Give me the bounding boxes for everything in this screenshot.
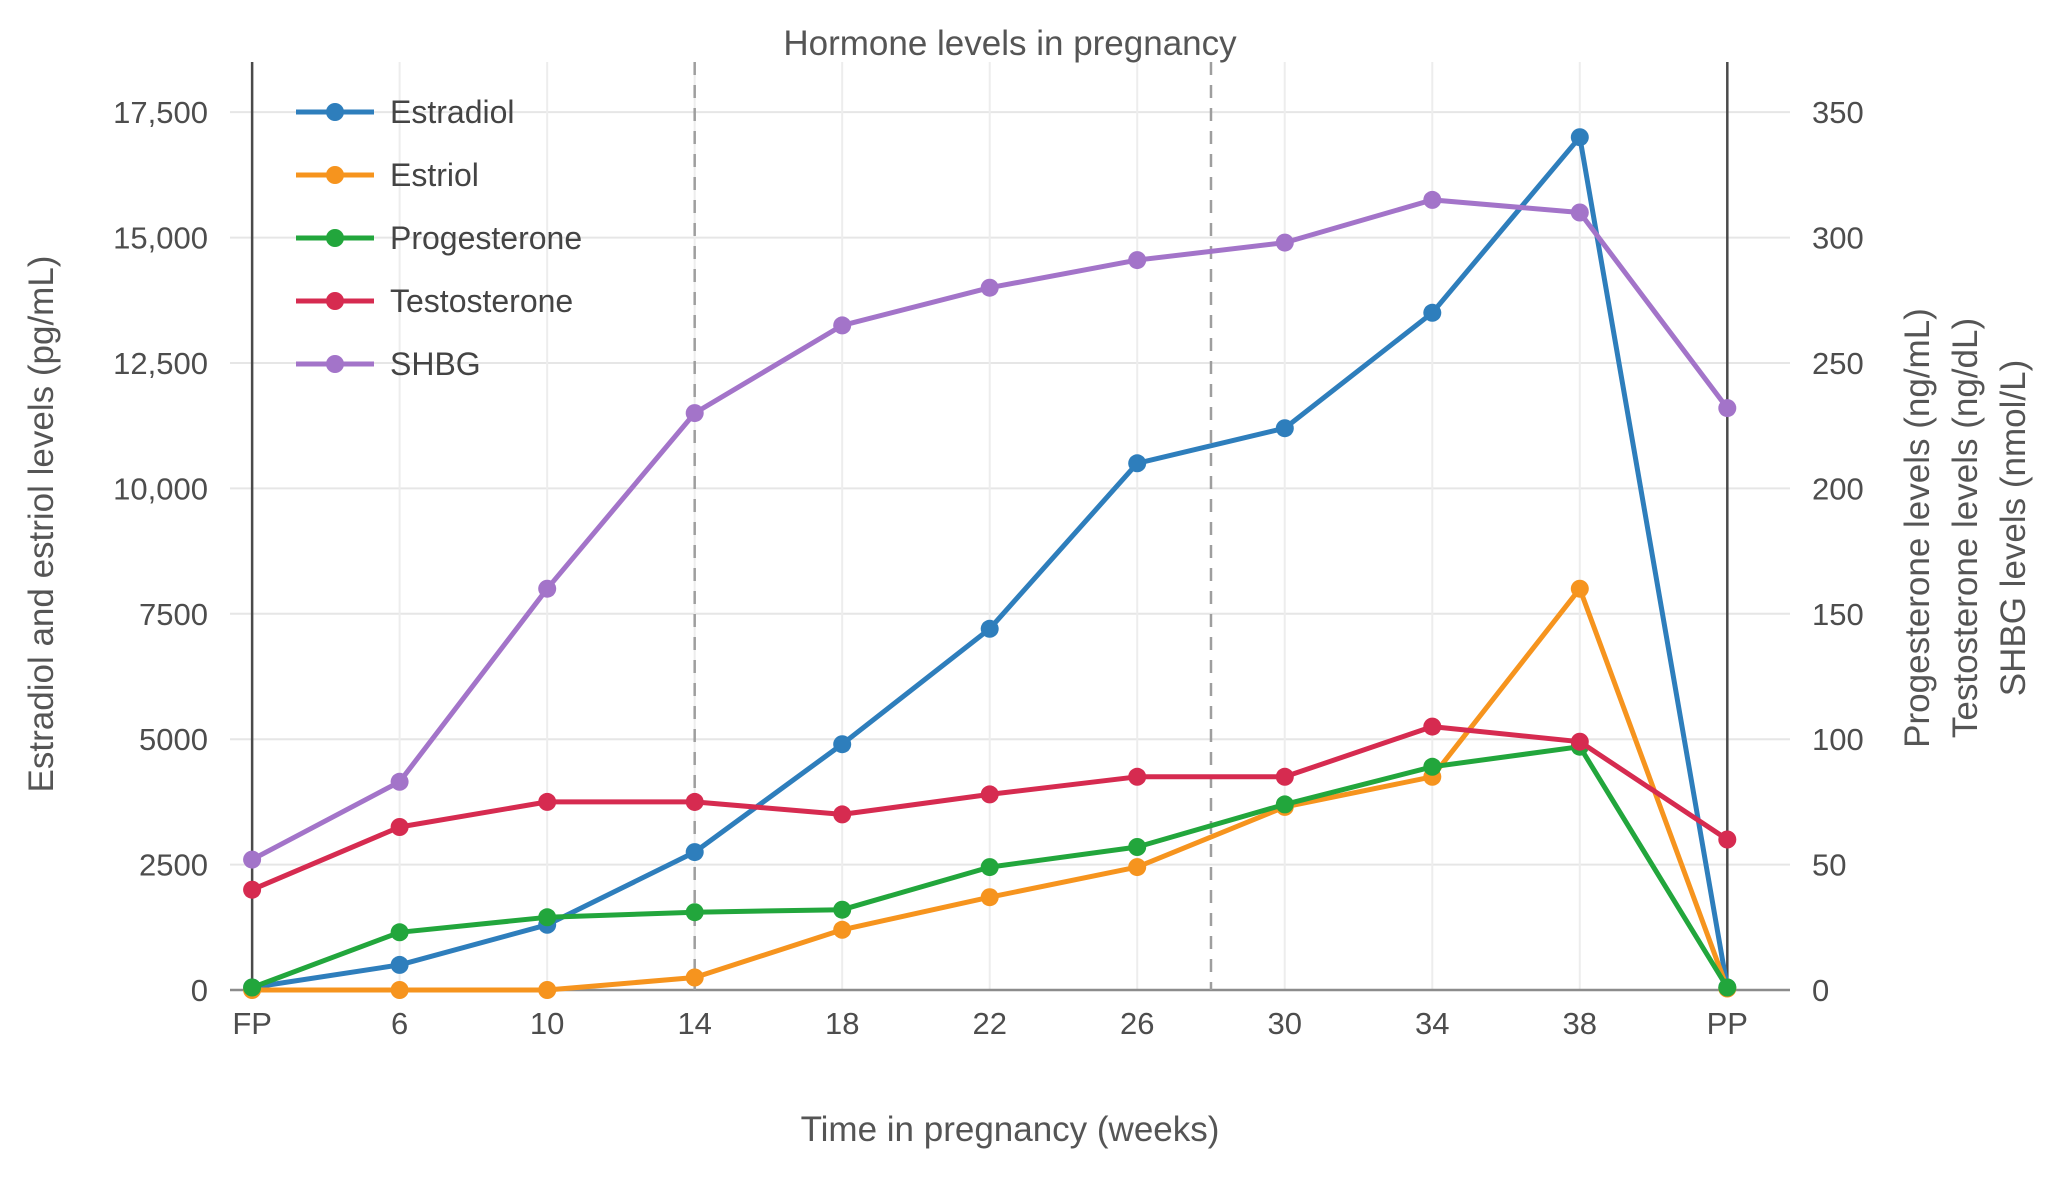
point-testosterone-30[interactable] <box>1275 767 1294 786</box>
legend-marker-testosterone <box>326 292 344 310</box>
point-estriol-26[interactable] <box>1128 858 1147 877</box>
point-progesterone-30[interactable] <box>1275 795 1294 814</box>
x-axis-tick: 22 <box>972 1006 1006 1041</box>
left-axis-tick: 2500 <box>139 848 208 883</box>
point-progesterone-pp[interactable] <box>1718 978 1737 997</box>
point-testosterone-fp[interactable] <box>243 880 262 899</box>
left-axis-tick: 0 <box>191 973 208 1008</box>
point-progesterone-18[interactable] <box>833 900 852 919</box>
right-axis-title-shbg: SHBG levels (nmol/L) <box>1994 359 2033 697</box>
point-estriol-22[interactable] <box>980 888 999 907</box>
point-shbg-30[interactable] <box>1275 233 1294 252</box>
point-estriol-14[interactable] <box>685 968 704 987</box>
x-axis-tick: 18 <box>825 1006 859 1041</box>
x-axis-tick: 10 <box>530 1006 564 1041</box>
left-axis-tick: 5000 <box>139 722 208 757</box>
chart-title: Hormone levels in pregnancy <box>783 24 1237 63</box>
right-axis-tick: 350 <box>1812 95 1864 130</box>
legend-label-estradiol: Estradiol <box>390 94 515 130</box>
x-axis-tick: 26 <box>1120 1006 1154 1041</box>
point-progesterone-22[interactable] <box>980 858 999 877</box>
right-axis-title-testosterone: Testosterone levels (ng/dL) <box>1946 317 1985 739</box>
point-progesterone-26[interactable] <box>1128 838 1147 856</box>
point-estradiol-14[interactable] <box>685 843 704 862</box>
right-axis-tick: 50 <box>1812 848 1846 883</box>
point-estriol-38[interactable] <box>1570 579 1589 598</box>
point-estriol-10[interactable] <box>538 981 557 999</box>
right-axis-tick: 250 <box>1812 346 1864 381</box>
point-testosterone-18[interactable] <box>833 805 852 824</box>
legend-label-testosterone: Testosterone <box>390 283 573 319</box>
legend: Estradiol Estriol Progesterone Testosterone… <box>296 94 582 382</box>
right-axis-tick: 100 <box>1812 722 1864 757</box>
point-shbg-38[interactable] <box>1570 203 1589 222</box>
legend-marker-estriol <box>326 166 344 184</box>
left-axis-tick: 12,500 <box>113 346 208 381</box>
left-axis-title: Estradiol and estriol levels (pg/mL) <box>22 255 61 793</box>
left-axis-tick: 15,000 <box>113 221 208 256</box>
point-progesterone-fp[interactable] <box>243 978 262 997</box>
x-axis-title: Time in pregnancy (weeks) <box>800 1110 1220 1149</box>
point-progesterone-10[interactable] <box>538 908 557 927</box>
legend-item-shbg[interactable]: SHBG <box>296 346 481 382</box>
legend-marker-shbg <box>326 355 344 373</box>
x-axis-tick: PP <box>1707 1006 1748 1041</box>
point-testosterone-38[interactable] <box>1570 732 1589 751</box>
point-estradiol-30[interactable] <box>1275 419 1294 438</box>
legend-marker-estradiol <box>326 103 344 121</box>
point-testosterone-22[interactable] <box>980 785 999 804</box>
x-axis-tick: 38 <box>1563 1006 1597 1041</box>
legend-item-estradiol[interactable]: Estradiol <box>296 94 515 130</box>
legend-item-estriol[interactable]: Estriol <box>296 157 479 193</box>
legend-label-progesterone: Progesterone <box>390 220 582 256</box>
right-axis-title-group: Progesterone levels (ng/mL) Testosterone… <box>1894 308 2038 748</box>
point-testosterone-14[interactable] <box>685 792 704 811</box>
point-progesterone-34[interactable] <box>1423 757 1442 776</box>
point-shbg-18[interactable] <box>833 316 852 335</box>
x-axis-tick: 6 <box>391 1006 408 1041</box>
point-estradiol-6[interactable] <box>390 955 409 974</box>
point-shbg-34[interactable] <box>1423 190 1442 209</box>
legend-item-progesterone[interactable]: Progesterone <box>296 220 582 256</box>
legend-marker-progesterone <box>326 229 344 247</box>
point-testosterone-6[interactable] <box>390 818 409 836</box>
point-shbg-14[interactable] <box>685 404 704 423</box>
point-shbg-26[interactable] <box>1128 251 1147 270</box>
legend-label-shbg: SHBG <box>390 346 481 382</box>
point-testosterone-pp[interactable] <box>1718 830 1737 849</box>
point-estradiol-34[interactable] <box>1423 303 1442 322</box>
point-shbg-fp[interactable] <box>243 850 262 869</box>
point-shbg-6[interactable] <box>390 772 409 791</box>
point-testosterone-34[interactable] <box>1423 717 1442 736</box>
point-estradiol-38[interactable] <box>1570 128 1589 147</box>
right-axis-tick: 200 <box>1812 471 1864 506</box>
left-axis-tick: 17,500 <box>113 95 208 130</box>
right-axis-tick: 300 <box>1812 221 1864 256</box>
point-shbg-pp[interactable] <box>1718 399 1737 418</box>
x-axis-tick: 30 <box>1268 1006 1302 1041</box>
left-axis-tick: 7500 <box>139 597 208 632</box>
point-estradiol-18[interactable] <box>833 735 852 754</box>
point-estradiol-22[interactable] <box>980 619 999 638</box>
point-estriol-6[interactable] <box>390 981 409 999</box>
x-axis-tick: FP <box>232 1006 272 1041</box>
legend-label-estriol: Estriol <box>390 157 479 193</box>
right-axis-title-progesterone: Progesterone levels (ng/mL) <box>1898 308 1937 748</box>
point-estriol-18[interactable] <box>833 920 852 939</box>
point-progesterone-14[interactable] <box>685 903 704 922</box>
point-testosterone-10[interactable] <box>538 792 557 811</box>
point-estradiol-26[interactable] <box>1128 454 1147 473</box>
point-shbg-22[interactable] <box>980 278 999 297</box>
legend-item-testosterone[interactable]: Testosterone <box>296 283 573 319</box>
x-axis-tick: 14 <box>677 1006 711 1041</box>
right-axis-tick: 150 <box>1812 597 1864 632</box>
point-testosterone-26[interactable] <box>1128 767 1147 786</box>
point-progesterone-6[interactable] <box>390 923 409 942</box>
right-axis-tick: 0 <box>1812 973 1829 1008</box>
left-axis-tick: 10,000 <box>113 471 208 506</box>
point-shbg-10[interactable] <box>538 579 557 598</box>
x-axis-tick: 34 <box>1415 1006 1449 1041</box>
